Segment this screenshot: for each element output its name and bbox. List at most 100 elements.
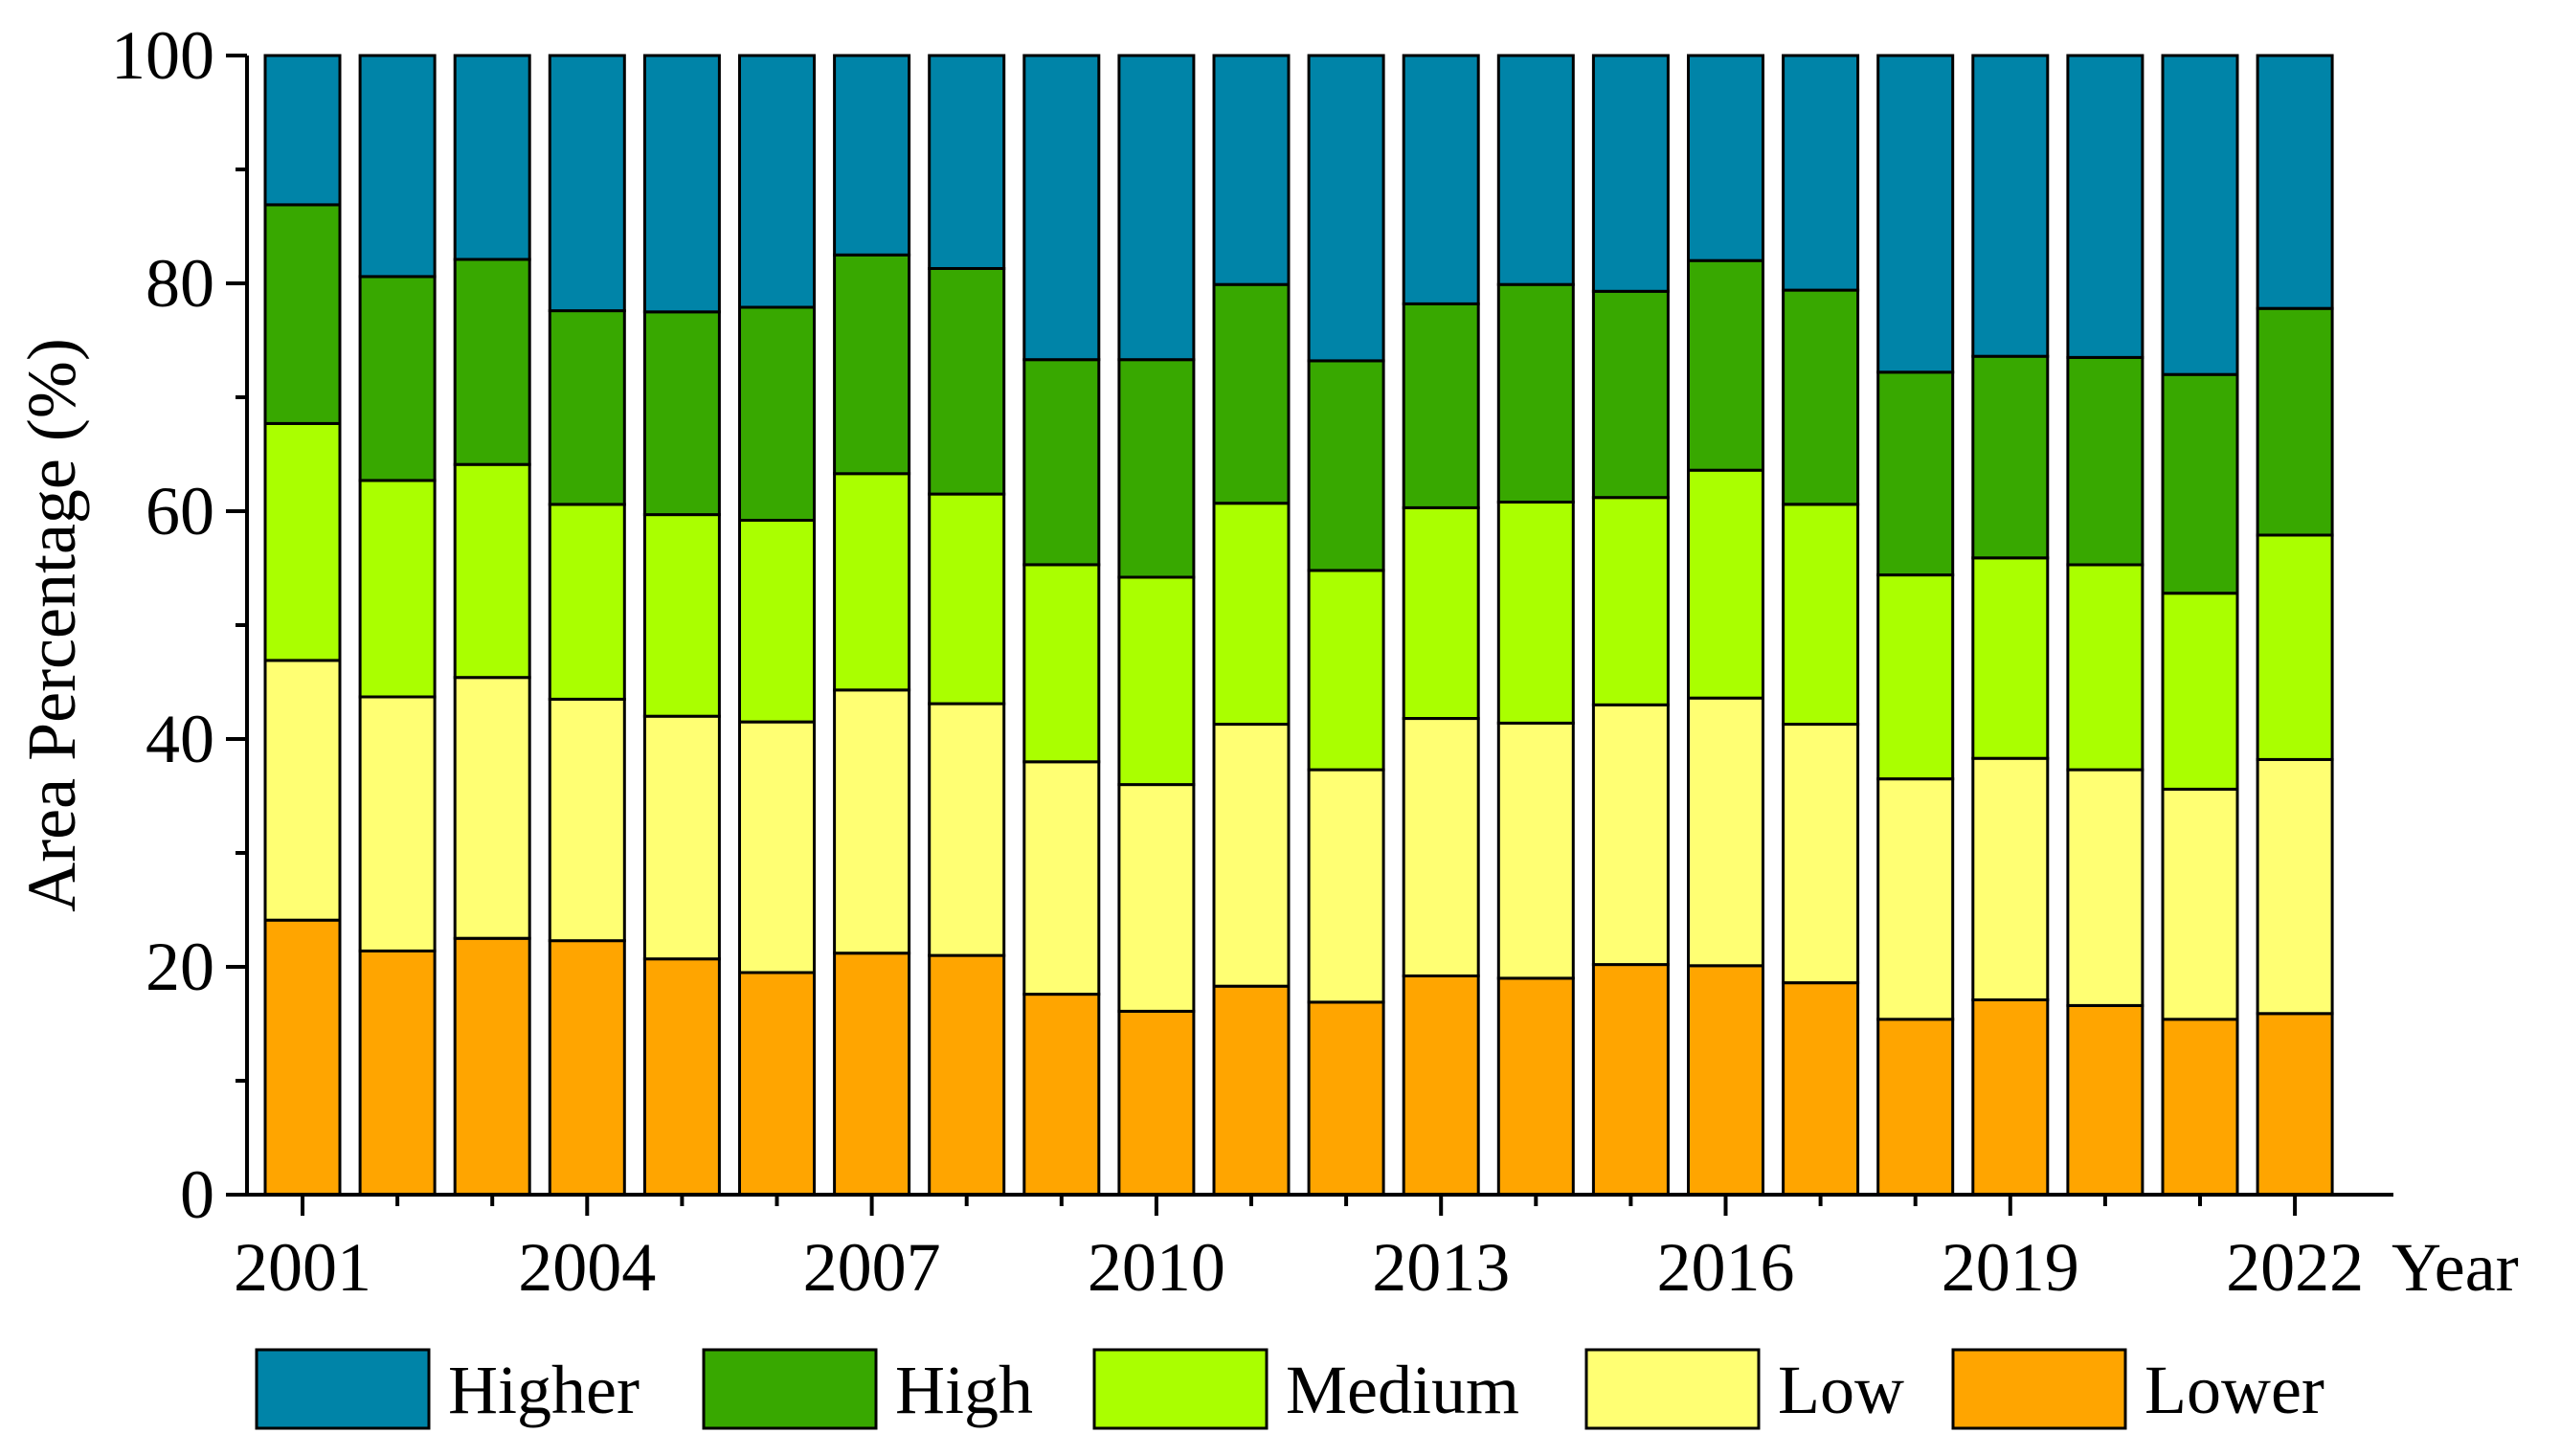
x-axis-title: Year	[2392, 1229, 2519, 1306]
bar-segment-medium-2021	[2161, 592, 2239, 791]
bar-segment-medium-2011	[1212, 502, 1291, 727]
bar-segment-lower-2006	[738, 971, 816, 1197]
legend-swatch-medium	[1092, 1348, 1269, 1430]
bar-segment-lower-2007	[833, 952, 911, 1197]
bar-segment-medium-2019	[1971, 556, 2050, 760]
bar-segment-medium-2005	[642, 513, 721, 718]
legend-swatch-high	[702, 1348, 878, 1430]
bar-segment-higher-2020	[2066, 54, 2145, 359]
bar-segment-lower-2013	[1402, 974, 1480, 1197]
bar-segment-medium-2003	[453, 462, 531, 680]
x-tick-label-2001: 2001	[234, 1229, 371, 1306]
bar-segment-medium-2002	[358, 479, 437, 699]
bar-segment-medium-2022	[2256, 533, 2334, 761]
bar-segment-lower-2005	[642, 957, 721, 1197]
bars-layer	[263, 54, 2334, 1197]
x-tick-label-2022: 2022	[2226, 1229, 2364, 1306]
bar-segment-low-2011	[1212, 723, 1291, 988]
bar-segment-higher-2011	[1212, 54, 1291, 286]
bar-segment-higher-2001	[263, 54, 342, 207]
bar-segment-medium-2017	[1782, 503, 1860, 727]
bar-segment-low-2019	[1971, 756, 2050, 1002]
bar-segment-high-2004	[548, 309, 626, 506]
bar-segment-low-2020	[2066, 768, 2145, 1007]
y-tick-label-0: 0	[180, 1156, 214, 1233]
bar-segment-higher-2017	[1782, 54, 1860, 292]
bar-segment-higher-2019	[1971, 54, 2050, 358]
bar-segment-high-2011	[1212, 282, 1291, 505]
bar-segment-low-2004	[548, 697, 626, 943]
legend-swatch-higher	[255, 1348, 431, 1430]
bar-segment-high-2007	[833, 253, 911, 476]
bar-segment-lower-2003	[453, 936, 531, 1197]
bar-segment-medium-2007	[833, 472, 911, 692]
x-tick-label-2004: 2004	[518, 1229, 656, 1306]
bar-segment-low-2010	[1117, 783, 1196, 1013]
bar-segment-low-2016	[1687, 696, 1764, 968]
bar-segment-high-2010	[1117, 358, 1196, 579]
bar-segment-medium-2001	[263, 421, 342, 662]
bar-segment-higher-2009	[1022, 54, 1101, 362]
bar-segment-medium-2020	[2066, 563, 2145, 772]
y-tick-label-20: 20	[146, 929, 214, 1005]
bar-segment-low-2006	[738, 720, 816, 974]
bar-segment-high-2015	[1591, 289, 1670, 500]
bar-segment-low-2013	[1402, 717, 1480, 977]
bar-segment-lower-2002	[358, 949, 437, 1197]
bar-segment-high-2018	[1876, 370, 1955, 577]
bar-segment-high-2003	[453, 258, 531, 466]
bar-segment-low-2022	[2256, 757, 2334, 1016]
bar-segment-lower-2009	[1022, 993, 1101, 1197]
bar-segment-lower-2017	[1782, 981, 1860, 1197]
bar-segment-high-2021	[2161, 372, 2239, 595]
bar-segment-higher-2021	[2161, 54, 2239, 376]
bar-segment-low-2012	[1307, 768, 1385, 1004]
bar-segment-low-2001	[263, 659, 342, 922]
bar-segment-high-2008	[928, 267, 1006, 496]
bar-segment-low-2015	[1591, 703, 1670, 967]
bar-segment-high-2019	[1971, 354, 2050, 560]
bar-segment-lower-2022	[2256, 1012, 2334, 1197]
bar-segment-high-2020	[2066, 355, 2145, 567]
bar-segment-high-2006	[738, 305, 816, 522]
bar-segment-higher-2012	[1307, 54, 1385, 363]
bar-segment-medium-2010	[1117, 575, 1196, 787]
bar-segment-lower-2011	[1212, 984, 1291, 1197]
bar-segment-medium-2008	[928, 492, 1006, 706]
y-tick-label-60: 60	[146, 473, 214, 549]
bar-segment-medium-2012	[1307, 569, 1385, 772]
bar-segment-high-2014	[1496, 282, 1575, 504]
bar-segment-higher-2014	[1496, 54, 1575, 286]
bar-segment-higher-2015	[1591, 54, 1670, 293]
bar-segment-medium-2016	[1687, 468, 1764, 700]
bar-segment-medium-2013	[1402, 505, 1480, 721]
legend-label-higher: Higher	[448, 1352, 640, 1428]
bar-segment-low-2021	[2161, 787, 2239, 1021]
bar-segment-lower-2004	[548, 939, 626, 1197]
bar-segment-medium-2014	[1496, 501, 1575, 725]
bar-segment-higher-2003	[453, 54, 531, 261]
bar-segment-medium-2018	[1876, 573, 1955, 781]
bar-segment-high-2002	[358, 275, 437, 482]
x-tick-label-2013: 2013	[1372, 1229, 1510, 1306]
bar-segment-low-2009	[1022, 760, 1101, 997]
bar-segment-lower-2018	[1876, 1018, 1955, 1197]
bar-segment-lower-2021	[2161, 1018, 2239, 1197]
bar-segment-higher-2018	[1876, 54, 1955, 374]
bar-segment-high-2017	[1782, 288, 1860, 506]
bar-segment-low-2005	[642, 714, 721, 961]
bar-segment-high-2005	[642, 310, 721, 517]
bar-segment-lower-2012	[1307, 1000, 1385, 1197]
x-tick-label-2019: 2019	[1942, 1229, 2079, 1306]
bar-segment-lower-2015	[1591, 963, 1670, 1197]
bar-segment-higher-2022	[2256, 54, 2334, 310]
bar-segment-lower-2016	[1687, 964, 1764, 1197]
bar-segment-higher-2004	[548, 54, 626, 313]
bar-segment-higher-2002	[358, 54, 437, 279]
bar-segment-lower-2020	[2066, 1004, 2145, 1197]
bar-segment-higher-2010	[1117, 54, 1196, 362]
bar-segment-high-2009	[1022, 358, 1101, 567]
bar-segment-higher-2013	[1402, 54, 1480, 305]
bar-segment-lower-2010	[1117, 1009, 1196, 1197]
bar-segment-low-2018	[1876, 777, 1955, 1021]
